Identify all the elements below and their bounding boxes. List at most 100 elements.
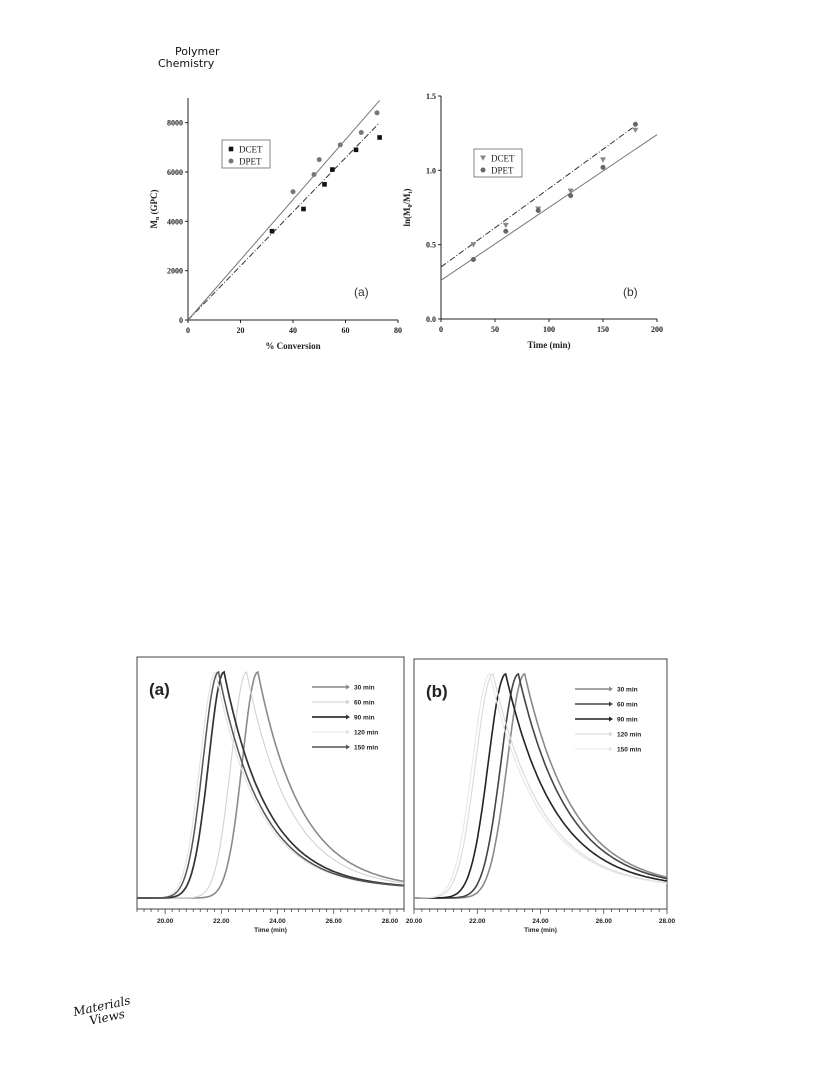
data-point [330, 167, 335, 172]
x-tick-label: 0 [439, 325, 443, 334]
x-tick-label: 24.00 [269, 918, 286, 925]
legend-label: 150 min [354, 745, 378, 752]
legend-label: 30 min [617, 687, 638, 694]
y-tick-label: 6000 [167, 168, 183, 177]
data-point [301, 206, 306, 212]
data-point [322, 182, 327, 187]
legend: DCET DPET [221, 139, 271, 169]
data-point [535, 207, 541, 213]
legend-label: DCET [239, 145, 263, 155]
journal-title-line1: Polymer [175, 45, 220, 58]
x-tick-label: 80 [394, 326, 402, 335]
x-tick-label: 26.00 [326, 918, 343, 925]
data-point [377, 135, 382, 140]
legend-arrow [609, 731, 613, 737]
legend: 30 min 60 min 90 min 120 min 150 min [312, 684, 378, 752]
legend: DCET DPET [473, 148, 523, 178]
journal-title-line2: Chemistry [158, 57, 215, 70]
x-axis-label: Time (min) [527, 340, 570, 350]
legend-label: 90 min [354, 715, 375, 722]
data-point [600, 164, 606, 170]
legend-label: 120 min [354, 730, 378, 737]
chromatogram-curve [137, 671, 405, 899]
x-tick-label: 200 [651, 325, 663, 334]
data-point [568, 193, 574, 199]
data-point [470, 257, 476, 263]
data-point [337, 142, 343, 148]
legend-label: 60 min [354, 700, 375, 707]
data-point [374, 110, 380, 116]
fig-top-b: 0 50 100 150 200 0.0 0.5 1.0 1.5 Time (min) ln(M0/… [402, 92, 663, 350]
legend-arrow [609, 746, 613, 752]
legend-arrow [346, 744, 350, 750]
legend-marker [228, 146, 234, 152]
legend: 30 min 60 min 90 min 120 min 150 min [575, 686, 641, 754]
chromatogram-curve [414, 672, 668, 899]
legend-marker [480, 167, 486, 173]
x-tick-label: 28.00 [382, 918, 399, 925]
legend-label: DPET [491, 166, 514, 176]
chromatogram-curve [137, 670, 405, 899]
legend-arrow [346, 714, 350, 720]
x-tick-label: 100 [543, 325, 555, 334]
y-tick-label: 0 [179, 316, 183, 325]
x-tick-label: 22.00 [469, 918, 486, 925]
legend-label: DCET [491, 154, 515, 164]
x-tick-label: 20.00 [157, 918, 174, 925]
y-tick-label: 0.0 [426, 315, 436, 324]
y-tick-label: 1.5 [426, 92, 436, 101]
x-axis-label: Time (min) [524, 927, 557, 934]
data-point [600, 157, 606, 163]
x-tick-label: 0 [186, 326, 190, 335]
y-tick-label: 0.5 [426, 241, 436, 250]
chromatogram-curve [414, 673, 668, 899]
data-point [502, 222, 509, 229]
y-tick-label: 2000 [167, 267, 183, 276]
data-point [358, 130, 364, 136]
x-tick-label: 60 [342, 326, 350, 335]
data-point [311, 171, 317, 177]
fig-top-a: 0 20 40 60 80 0 2000 4000 6000 8000 % Conversion Mn… [149, 98, 402, 351]
fit-line [440, 125, 636, 268]
legend-label: 150 min [617, 747, 641, 754]
legend-marker [228, 158, 234, 164]
legend-arrow [609, 686, 613, 692]
legend-arrow [609, 716, 613, 722]
y-axis-label: ln(M0/Mt) [402, 189, 414, 227]
fig-bottom-b: 20.00 22.00 24.00 26.00 28.00 Time (min) (b) 30… [406, 658, 676, 934]
plot-frame [136, 656, 405, 910]
x-tick-label: 150 [597, 325, 609, 334]
legend-arrow [346, 729, 350, 735]
fig-bottom-a: 20.00 22.00 24.00 26.00 28.00 Time (min) (a) 30… [136, 656, 405, 934]
data-point [353, 147, 359, 153]
x-tick-label: 50 [491, 325, 499, 334]
legend-label: 120 min [617, 732, 641, 739]
x-tick-label: 26.00 [596, 918, 613, 925]
journal-title: Polymer Chemistry [158, 46, 220, 70]
y-axis-label: Mn (GPC) [149, 189, 161, 228]
data-point [269, 228, 275, 234]
legend-arrow [609, 701, 613, 707]
x-tick-label: 28.00 [659, 918, 676, 925]
fit-line [440, 134, 658, 281]
data-point [470, 242, 477, 248]
chromatogram-curve [137, 670, 405, 899]
data-point [567, 188, 574, 194]
fit-line [187, 100, 381, 321]
x-axis-label: % Conversion [265, 341, 320, 351]
x-tick-label: 20 [237, 326, 245, 335]
legend-arrow [346, 684, 350, 690]
panel-label: (a) [354, 285, 369, 299]
x-tick-label: 22.00 [213, 918, 230, 925]
data-point [290, 189, 296, 195]
panel-label: (a) [149, 680, 170, 699]
data-point [632, 121, 638, 127]
legend-marker [480, 155, 486, 161]
fit-line [187, 122, 380, 321]
panel-label: (b) [426, 682, 448, 701]
legend-label: 90 min [617, 717, 638, 724]
y-tick-label: 8000 [167, 119, 183, 128]
data-point [632, 127, 639, 133]
legend-box [221, 139, 271, 169]
